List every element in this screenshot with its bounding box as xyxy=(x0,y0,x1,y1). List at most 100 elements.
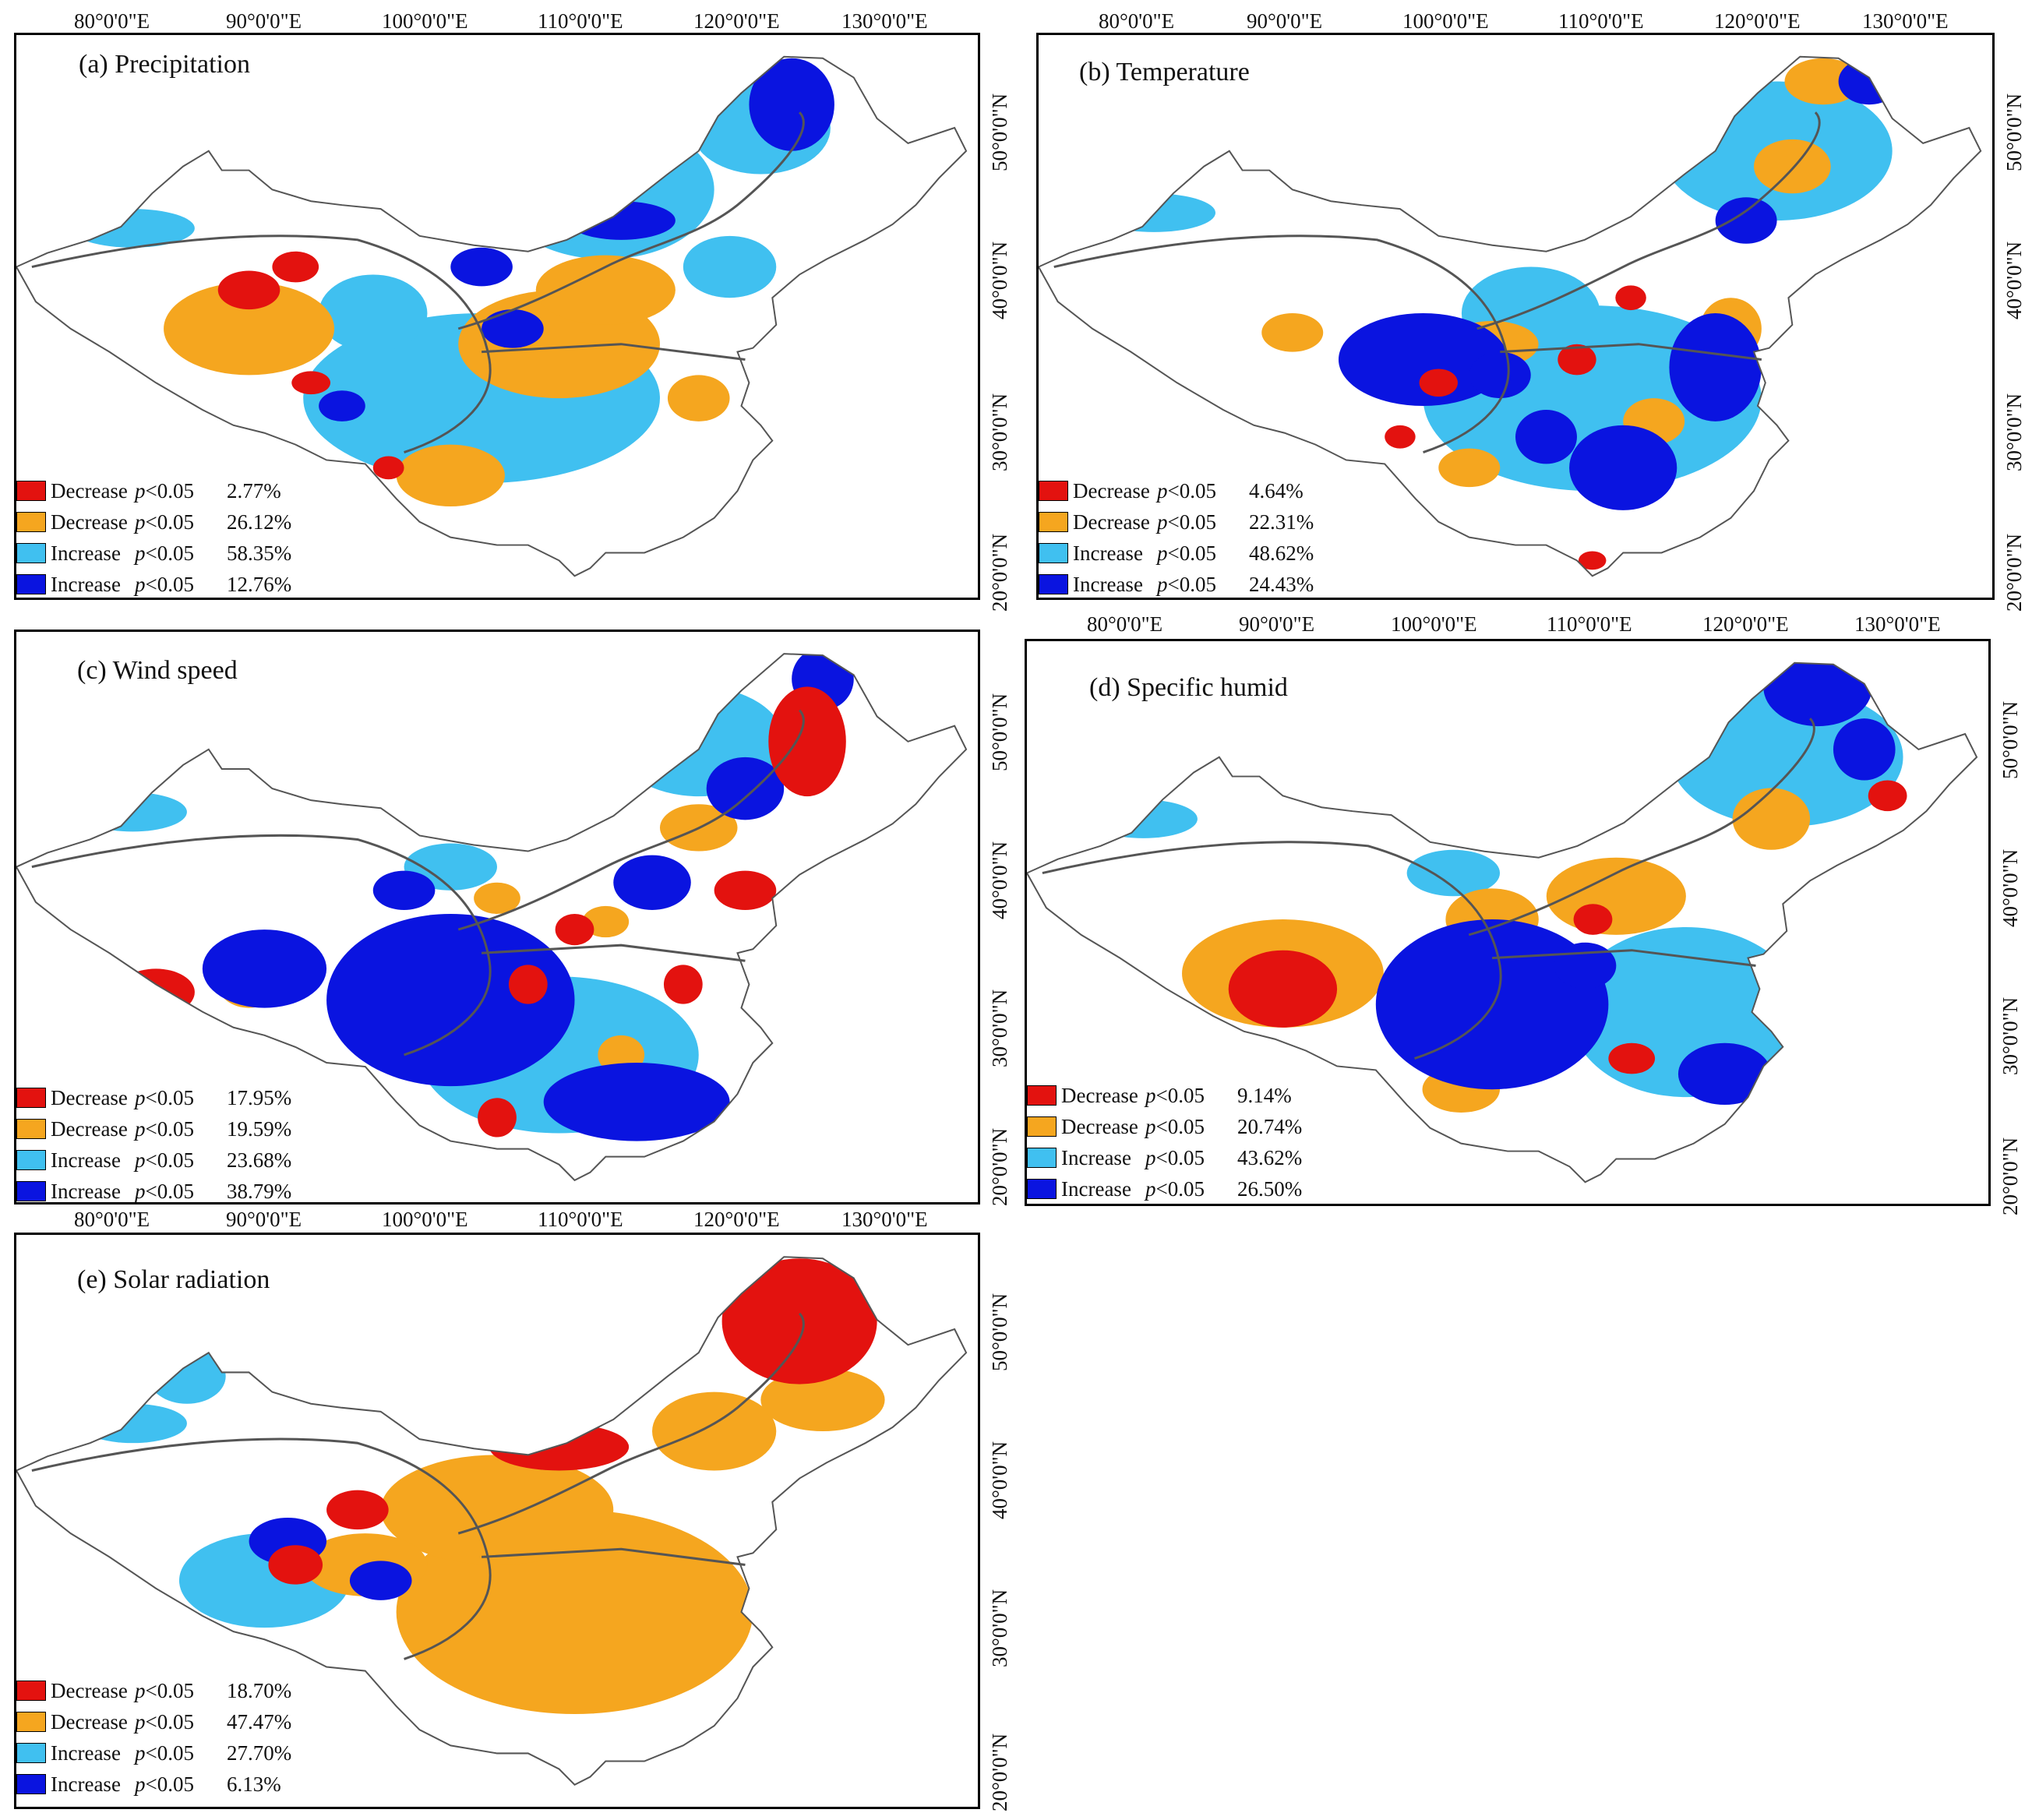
legend: Decrease p<0.05 17.95% Decrease p<0.05 19.59%… xyxy=(16,1082,292,1203)
legend-percentage: 27.70% xyxy=(227,1741,292,1765)
region-sig-increase xyxy=(1669,313,1762,421)
legend-percentage: 18.70% xyxy=(227,1679,292,1702)
region-sig-decrease xyxy=(1615,285,1646,311)
panel-title: (d) Specific humid xyxy=(1089,673,1288,702)
legend-percentage: 48.62% xyxy=(1249,541,1314,565)
legend-percentage: 38.79% xyxy=(227,1180,292,1203)
region-sig-decrease xyxy=(721,1258,877,1384)
region-sig-decrease xyxy=(1111,128,1151,159)
map-svg xyxy=(16,653,968,1182)
zone-boundary xyxy=(1042,718,1815,1060)
legend-label: Increase xyxy=(1061,1177,1131,1201)
region-sig-decrease xyxy=(1573,904,1613,935)
legend-pvalue: p<0.05 xyxy=(135,1710,194,1734)
lat-tick-c-1: 40°0'0"N xyxy=(988,841,1011,919)
map-frame-e: (e) Solar radiation Decrease p<0.05 18.70% D… xyxy=(14,1233,980,1809)
region-sig-increase xyxy=(125,108,157,132)
legend-pvalue: p<0.05 xyxy=(135,1117,194,1141)
region-sig-decrease xyxy=(768,686,846,797)
region-sig-decrease xyxy=(372,456,404,480)
region-sig-decrease xyxy=(489,1423,630,1471)
legend-percentage: 6.13% xyxy=(227,1772,281,1796)
region-decrease xyxy=(1732,788,1811,850)
lat-tick-e-1: 40°0'0"N xyxy=(988,1441,1011,1519)
region-decrease xyxy=(396,444,505,506)
legend-pvalue: p<0.05 xyxy=(135,1772,194,1796)
legend-pvalue: p<0.05 xyxy=(1157,479,1216,503)
legend-label: Decrease xyxy=(1073,479,1150,503)
lon-tick-d-0: 80°0'0"E xyxy=(1087,612,1163,636)
legend-percentage: 43.62% xyxy=(1237,1146,1303,1169)
legend-label: Increase xyxy=(51,1772,121,1796)
legend-swatch xyxy=(16,543,46,563)
lon-tick-e-0: 80°0'0"E xyxy=(74,1208,150,1231)
region-sig-increase xyxy=(1469,351,1531,399)
region-sig-decrease xyxy=(1228,950,1338,1028)
country-outline xyxy=(16,55,968,577)
lon-tick-d-3: 110°0'0"E xyxy=(1547,612,1632,636)
legend-label: Increase xyxy=(1073,573,1143,596)
legend-row-sig-decrease: Decrease p<0.05 4.64% xyxy=(1039,475,1314,506)
region-sig-increase xyxy=(1338,313,1508,407)
legend-row-decrease: Decrease p<0.05 20.74% xyxy=(1027,1111,1302,1142)
lat-tick-c-3: 20°0'0"N xyxy=(988,1127,1011,1206)
legend-row-sig-decrease: Decrease p<0.05 9.14% xyxy=(1027,1080,1302,1111)
legend-label: Decrease xyxy=(51,1117,128,1141)
lat-tick-e-3: 20°0'0"N xyxy=(988,1733,1011,1811)
lon-tick-e-1: 90°0'0"E xyxy=(226,1208,302,1231)
legend-percentage: 19.59% xyxy=(227,1117,292,1141)
lat-tick-b-1: 40°0'0"N xyxy=(2002,241,2026,319)
region-sig-increase xyxy=(1838,58,1900,105)
legend-percentage: 47.47% xyxy=(227,1710,292,1734)
lon-tick-d-2: 100°0'0"E xyxy=(1391,612,1477,636)
legend-row-decrease: Decrease p<0.05 19.59% xyxy=(16,1113,291,1145)
legend-row-decrease: Decrease p<0.05 26.12% xyxy=(16,506,291,538)
legend-percentage: 12.76% xyxy=(227,573,292,596)
legend-percentage: 24.43% xyxy=(1249,573,1314,596)
legend-swatch xyxy=(1039,512,1068,532)
legend-swatch xyxy=(1027,1148,1057,1168)
region-sig-increase xyxy=(706,757,785,820)
legend-swatch xyxy=(1027,1179,1057,1199)
region-sig-increase xyxy=(202,929,327,1008)
lat-tick-e-2: 30°0'0"N xyxy=(988,1589,1011,1667)
legend-swatch xyxy=(16,512,46,532)
legend-label: Decrease xyxy=(51,1086,128,1109)
region-decrease xyxy=(295,471,389,526)
region-sig-increase xyxy=(1715,197,1777,244)
lat-tick-b-0: 50°0'0"N xyxy=(2002,93,2026,171)
region-sig-decrease xyxy=(117,968,195,1016)
legend-swatch xyxy=(16,481,46,501)
region-sig-decrease xyxy=(478,1098,517,1138)
lat-tick-b-2: 30°0'0"N xyxy=(2002,393,2026,471)
region-sig-increase xyxy=(482,309,544,348)
lon-tick-b-0: 80°0'0"E xyxy=(1099,9,1175,33)
panel-title: (a) Precipitation xyxy=(79,50,250,79)
country-outline xyxy=(1039,55,1982,577)
lon-tick-a-2: 100°0'0"E xyxy=(382,9,468,33)
region-sig-increase xyxy=(566,201,676,240)
region-decrease xyxy=(1784,58,1862,105)
region-sig-decrease xyxy=(714,870,777,910)
panel-title: (e) Solar radiation xyxy=(77,1265,270,1294)
region-sig-decrease xyxy=(1578,551,1607,570)
lat-tick-d-1: 40°0'0"N xyxy=(1998,848,2022,927)
region-increase xyxy=(148,1349,226,1404)
region-sig-increase xyxy=(319,390,365,421)
zone-boundary xyxy=(31,709,805,1056)
region-increase xyxy=(1088,799,1198,838)
map-svg xyxy=(16,55,968,577)
legend-label: Increase xyxy=(51,573,121,596)
legend-swatch xyxy=(1027,1116,1057,1137)
lat-tick-a-0: 50°0'0"N xyxy=(988,93,1011,171)
legend-swatch xyxy=(16,1774,46,1794)
legend-swatch xyxy=(16,1150,46,1170)
legend-row-decrease: Decrease p<0.05 22.31% xyxy=(1039,506,1314,538)
legend-pvalue: p<0.05 xyxy=(135,1148,194,1172)
region-sig-increase xyxy=(1833,718,1896,781)
legend-row-sig-increase: Increase p<0.05 24.43% xyxy=(1039,569,1314,598)
legend-label: Decrease xyxy=(51,1679,128,1702)
legend-pvalue: p<0.05 xyxy=(135,573,194,596)
legend-label: Increase xyxy=(51,1741,121,1765)
legend-label: Decrease xyxy=(1061,1115,1138,1138)
